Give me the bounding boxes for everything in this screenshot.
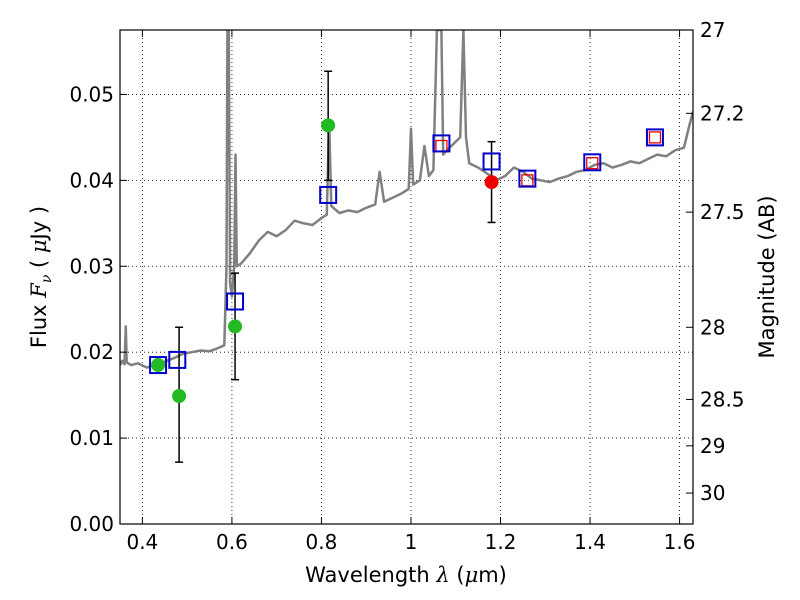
model-point-blue-square bbox=[319, 185, 338, 204]
right-tick-label: 27 bbox=[700, 18, 725, 42]
x-tick-label: 0.6 bbox=[216, 530, 248, 554]
x-tick-label: 1 bbox=[405, 530, 418, 554]
y-tick-label: 0.04 bbox=[69, 168, 114, 192]
axis-ticks: 0.4 0.6 0.8 1 1.2 1.4 1.6 0.00 0.01 0.02 0.03 0.04 0… bbox=[69, 18, 744, 554]
observed-point-green bbox=[321, 118, 336, 133]
observed-point-red bbox=[484, 175, 499, 190]
right-tick-label: 28.5 bbox=[700, 387, 745, 411]
plot-frame bbox=[119, 29, 694, 525]
y-tick-label: 0.00 bbox=[69, 512, 114, 536]
y-axis-title-right: Magnitude (AB) bbox=[755, 195, 779, 358]
y-tick-label: 0.03 bbox=[69, 254, 114, 278]
y-tick-label: 0.01 bbox=[69, 426, 114, 450]
right-tick-label: 27.2 bbox=[700, 101, 745, 125]
observed-point-green bbox=[151, 358, 166, 373]
model-point-red-square bbox=[586, 157, 599, 170]
x-tick-label: 0.4 bbox=[126, 530, 158, 554]
observed-point-green bbox=[172, 388, 187, 403]
y-tick-label: 0.02 bbox=[69, 340, 114, 364]
right-tick-label: 27.5 bbox=[700, 200, 745, 224]
model-point-red-square bbox=[648, 131, 662, 144]
model-point-blue-square bbox=[149, 356, 168, 375]
right-tick-label: 30 bbox=[700, 481, 725, 505]
x-tick-label: 1.4 bbox=[574, 530, 606, 554]
model-point-blue-square bbox=[482, 152, 501, 171]
right-tick-label: 28 bbox=[700, 315, 725, 339]
model-point-blue-square bbox=[518, 169, 537, 188]
model-point-blue-square bbox=[432, 134, 451, 153]
model-point-blue-square bbox=[645, 128, 664, 147]
y-tick-label: 0.05 bbox=[69, 82, 114, 106]
model-point-blue-square bbox=[226, 292, 245, 311]
x-tick-label: 1.2 bbox=[485, 530, 517, 554]
x-tick-label: 1.6 bbox=[664, 530, 696, 554]
observed-point-green bbox=[228, 319, 243, 334]
model-spectrum-line bbox=[120, 30, 693, 369]
right-tick-label: 29 bbox=[700, 434, 725, 458]
plot-area bbox=[120, 30, 693, 463]
x-axis-title: Wavelength λ (μm) bbox=[305, 563, 507, 587]
model-point-blue-square bbox=[168, 350, 187, 369]
x-tick-label: 0.8 bbox=[306, 530, 338, 554]
model-point-blue-square bbox=[583, 153, 602, 172]
